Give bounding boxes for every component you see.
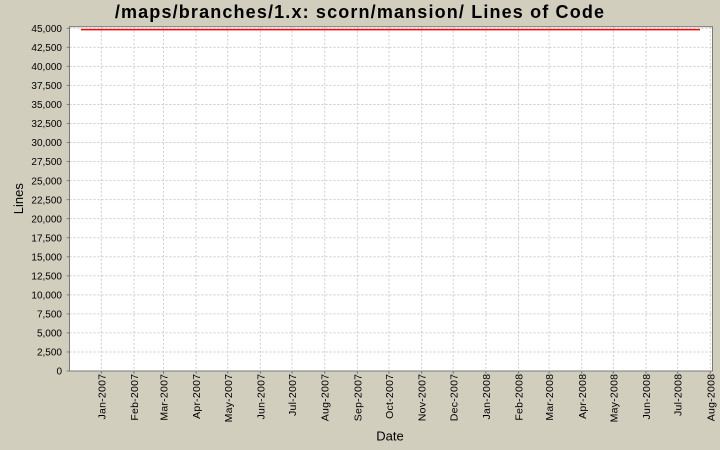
svg-text:May-2008: May-2008 (608, 374, 620, 423)
svg-text:Jul-2008: Jul-2008 (673, 374, 685, 416)
svg-text:Jun-2007: Jun-2007 (255, 374, 267, 420)
svg-text:12,500: 12,500 (31, 271, 62, 282)
svg-text:Nov-2007: Nov-2007 (417, 374, 429, 422)
svg-text:5,000: 5,000 (37, 329, 62, 340)
svg-text:Oct-2007: Oct-2007 (384, 374, 396, 419)
svg-text:25,000: 25,000 (31, 176, 62, 187)
svg-text:Feb-2008: Feb-2008 (514, 374, 526, 421)
svg-text:7,500: 7,500 (37, 310, 62, 321)
svg-text:Jan-2007: Jan-2007 (96, 374, 108, 420)
svg-text:Aug-2007: Aug-2007 (320, 374, 332, 422)
svg-text:Aug-2008: Aug-2008 (705, 374, 717, 422)
svg-text:Mar-2007: Mar-2007 (159, 374, 171, 421)
svg-text:Date: Date (376, 429, 403, 444)
svg-text:45,000: 45,000 (31, 24, 62, 35)
svg-text:Mar-2008: Mar-2008 (544, 374, 556, 421)
svg-text:Jun-2008: Jun-2008 (641, 374, 653, 420)
svg-text:Dec-2007: Dec-2007 (448, 374, 460, 422)
svg-text:10,000: 10,000 (31, 290, 62, 301)
svg-text:0: 0 (56, 367, 62, 378)
svg-text:37,500: 37,500 (31, 81, 62, 92)
svg-text:35,000: 35,000 (31, 100, 62, 111)
svg-text:32,500: 32,500 (31, 119, 62, 130)
svg-text:15,000: 15,000 (31, 252, 62, 263)
svg-text:2,500: 2,500 (37, 348, 62, 359)
svg-text:20,000: 20,000 (31, 214, 62, 225)
svg-text:30,000: 30,000 (31, 138, 62, 149)
svg-text:27,500: 27,500 (31, 157, 62, 168)
svg-text:40,000: 40,000 (31, 62, 62, 73)
svg-text:Sep-2007: Sep-2007 (352, 374, 364, 422)
svg-text:Apr-2008: Apr-2008 (577, 374, 589, 419)
svg-text:22,500: 22,500 (31, 195, 62, 206)
svg-text:Lines: Lines (11, 183, 26, 215)
svg-text:/maps/branches/1.x: scorn/mans: /maps/branches/1.x: scorn/mansion/ Lines… (115, 2, 605, 22)
svg-text:17,500: 17,500 (31, 233, 62, 244)
svg-text:Jul-2007: Jul-2007 (287, 374, 299, 416)
svg-text:42,500: 42,500 (31, 43, 62, 54)
svg-text:Apr-2007: Apr-2007 (191, 374, 203, 419)
svg-text:May-2007: May-2007 (223, 374, 235, 423)
svg-text:Feb-2007: Feb-2007 (129, 374, 141, 421)
svg-text:Jan-2008: Jan-2008 (481, 374, 493, 420)
